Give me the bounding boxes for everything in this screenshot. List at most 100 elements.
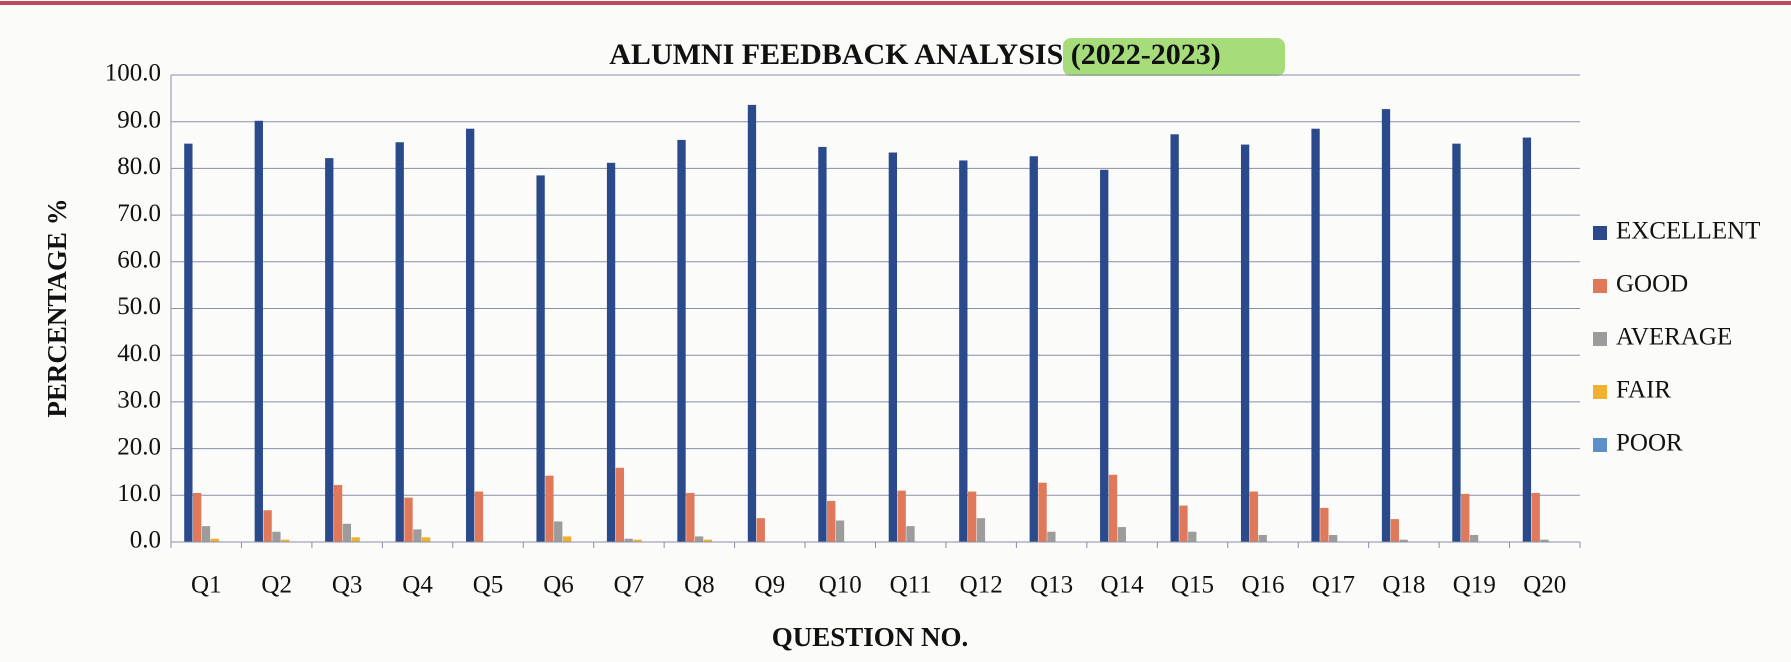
bar	[1390, 519, 1399, 542]
x-tick-label: Q5	[473, 572, 504, 599]
bar	[404, 497, 413, 542]
y-tick-label: 80.0	[117, 153, 161, 180]
bar	[906, 526, 915, 542]
bar	[1179, 505, 1188, 542]
bar	[976, 518, 986, 542]
bar	[747, 104, 757, 542]
x-tick-label: Q19	[1453, 572, 1496, 599]
bar	[633, 539, 642, 542]
y-tick-label: 50.0	[117, 293, 161, 320]
bar	[545, 475, 554, 542]
x-axis-label: QUESTION NO.	[772, 622, 969, 652]
bar	[1540, 539, 1549, 542]
bar	[1100, 169, 1109, 542]
y-tick-label: 30.0	[117, 387, 161, 414]
bar	[1381, 109, 1391, 542]
bar	[193, 492, 202, 542]
bar	[263, 510, 272, 542]
bar	[888, 152, 898, 542]
bar	[1038, 482, 1047, 542]
bar	[959, 160, 968, 542]
bar	[1399, 539, 1408, 542]
bar	[1249, 491, 1259, 542]
bar	[536, 175, 545, 542]
bar	[1117, 527, 1126, 542]
bar	[281, 539, 290, 542]
x-tick-label: Q14	[1101, 572, 1145, 599]
bar	[624, 538, 633, 542]
y-tick-label: 40.0	[117, 340, 161, 367]
x-tick-label: Q3	[332, 572, 363, 599]
bar	[686, 492, 695, 542]
bar	[554, 521, 563, 542]
bar	[421, 537, 431, 542]
x-tick-label: Q6	[543, 572, 574, 599]
y-tick-label: 20.0	[117, 433, 161, 460]
bar	[325, 158, 334, 542]
bar	[562, 536, 572, 542]
bar	[333, 485, 343, 542]
bar	[395, 142, 404, 543]
legend-label: FAIR	[1616, 377, 1671, 404]
x-tick-label: Q13	[1030, 572, 1073, 599]
bar	[897, 490, 906, 542]
x-tick-label: Q16	[1241, 572, 1284, 599]
bar	[1170, 134, 1179, 542]
x-tick-label: Q1	[191, 572, 222, 599]
x-tick-label: Q12	[960, 572, 1003, 599]
legend-swatch	[1593, 385, 1607, 399]
x-tick-label: Q7	[614, 572, 645, 599]
bar	[1047, 531, 1056, 542]
bar	[967, 491, 977, 542]
x-tick-label: Q2	[261, 572, 292, 599]
x-tick-label: Q17	[1312, 572, 1355, 599]
bar	[342, 523, 352, 542]
bar	[1531, 492, 1540, 542]
legend-swatch	[1593, 279, 1607, 293]
y-axis-label: PERCENTAGE %	[42, 198, 72, 417]
y-tick-label: 0.0	[130, 527, 161, 554]
y-tick-label: 90.0	[117, 106, 161, 133]
bar	[703, 539, 713, 542]
bar	[254, 120, 263, 543]
x-tick-label: Q20	[1523, 572, 1566, 599]
bar	[1452, 143, 1461, 543]
bar	[351, 537, 360, 542]
bar	[827, 500, 836, 542]
y-tick-label: 70.0	[117, 200, 161, 227]
bar	[1522, 137, 1532, 542]
y-tick-label: 60.0	[117, 247, 161, 274]
y-tick-label: 100.0	[105, 60, 161, 87]
legend-label: POOR	[1616, 430, 1683, 457]
title-highlight	[1063, 38, 1285, 76]
legend-label: GOOD	[1616, 271, 1688, 298]
bar	[818, 146, 827, 542]
bar	[1320, 507, 1329, 542]
legend-label: EXCELLENT	[1616, 218, 1760, 245]
bar	[694, 536, 704, 542]
chart-title: ALUMNI FEEDBACK ANALYSIS (2022-2023)	[609, 38, 1220, 71]
x-tick-label: Q4	[402, 572, 433, 599]
bar	[835, 520, 845, 542]
bar	[272, 531, 281, 542]
bar	[1329, 534, 1338, 542]
x-tick-label: Q11	[890, 572, 932, 599]
bar	[1311, 128, 1320, 542]
bar	[615, 467, 625, 542]
x-tick-label: Q8	[684, 572, 715, 599]
bar	[201, 526, 211, 542]
x-tick-label: Q9	[755, 572, 786, 599]
bar	[1188, 531, 1197, 542]
legend-swatch	[1593, 332, 1607, 346]
y-tick-label: 10.0	[117, 480, 161, 507]
bar	[1108, 474, 1118, 542]
bar	[1240, 144, 1250, 542]
bar	[606, 162, 616, 542]
bar	[474, 491, 484, 542]
x-tick-label: Q15	[1171, 572, 1214, 599]
x-tick-label: Q10	[819, 572, 862, 599]
bar	[1469, 534, 1479, 542]
legend-swatch	[1593, 438, 1607, 452]
x-tick-label: Q18	[1382, 572, 1425, 599]
